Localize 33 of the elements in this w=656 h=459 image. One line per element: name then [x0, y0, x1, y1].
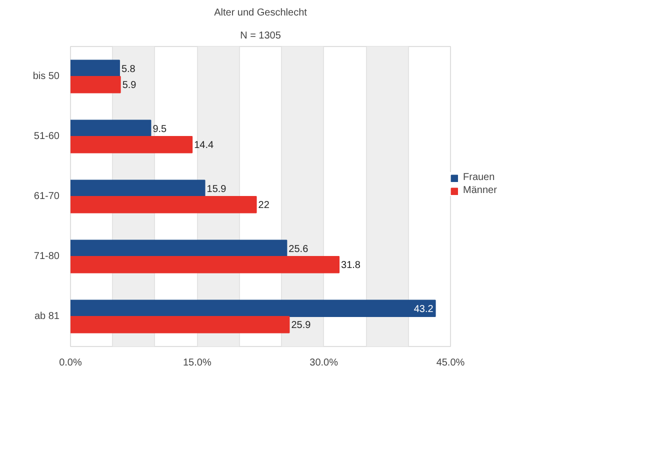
y-tick-label: ab 81 — [34, 311, 60, 322]
bar — [70, 300, 436, 317]
bar — [70, 256, 340, 274]
x-tick-label: 45.0% — [436, 358, 465, 368]
data-label: 5.9 — [122, 80, 137, 92]
data-label: 14.4 — [194, 140, 214, 152]
data-label: 15.9 — [206, 184, 227, 195]
y-tick-label: 61-70 — [34, 191, 60, 202]
data-label: 5.8 — [121, 64, 136, 75]
x-tick-label: 0.0% — [59, 358, 82, 368]
legend-label: Männer — [463, 185, 497, 196]
x-tick-label: 30.0% — [310, 358, 338, 368]
data-label: 31.8 — [341, 260, 361, 272]
y-tick-label: 71-80 — [34, 251, 60, 262]
bar — [70, 316, 290, 334]
bar — [70, 240, 288, 257]
bar — [70, 120, 152, 137]
data-label: 25.9 — [291, 320, 312, 332]
y-tick-label: bis 50 — [32, 71, 60, 82]
data-label: 9.5 — [152, 124, 168, 135]
data-label: 25.6 — [288, 244, 309, 255]
data-label: 22 — [258, 200, 270, 212]
bar — [70, 76, 121, 94]
y-tick-label: 51-60 — [34, 131, 60, 142]
legend-label: Frauen — [463, 172, 495, 183]
chart-subtitle: N = 1305 — [240, 30, 282, 42]
bar — [70, 180, 206, 197]
data-label: 43.2 — [414, 304, 434, 315]
chart-title: Alter und Geschlecht — [214, 8, 308, 18]
bar — [70, 136, 193, 154]
bar — [70, 60, 120, 77]
x-tick-label: 15.0% — [182, 358, 212, 368]
bar — [70, 196, 257, 214]
